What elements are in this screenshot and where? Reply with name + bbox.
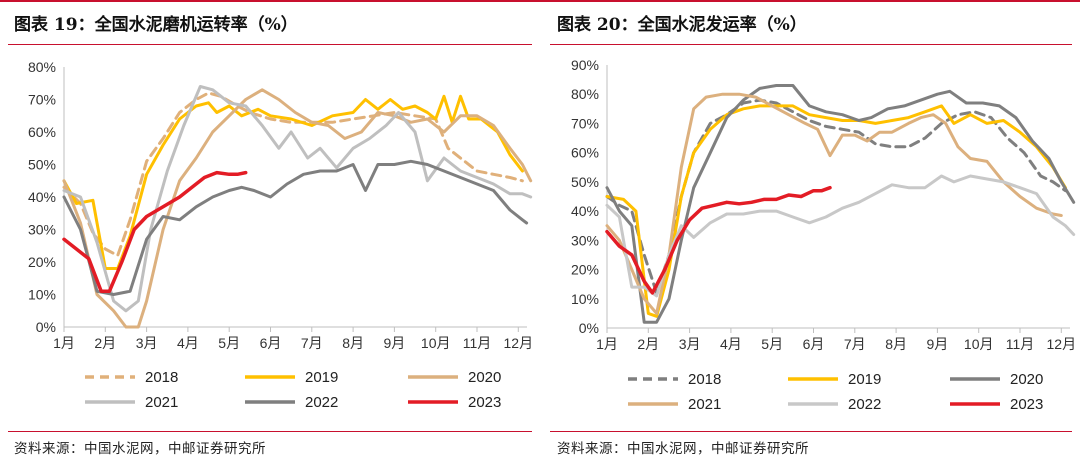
legend-label-2018: 2018 xyxy=(688,371,721,388)
legend-label-2022: 2022 xyxy=(305,394,338,411)
source-note-left: 资料来源：中国水泥网，中邮证券研究所 xyxy=(14,441,266,457)
x-tick-label: 3月 xyxy=(136,335,158,351)
x-tick-label: 11月 xyxy=(463,335,492,351)
legend-label-2020: 2020 xyxy=(468,369,501,386)
y-tick-label: 40% xyxy=(28,189,56,205)
source-note-right: 资料来源：中国水泥网，中邮证券研究所 xyxy=(557,441,809,457)
y-tick-label: 80% xyxy=(571,86,599,102)
x-tick-label: 6月 xyxy=(803,336,825,352)
y-tick-label: 70% xyxy=(571,115,599,131)
y-tick-label: 40% xyxy=(571,203,599,219)
x-tick-label: 10月 xyxy=(964,336,994,352)
y-tick-label: 60% xyxy=(571,145,599,161)
legend-label-2023: 2023 xyxy=(1010,396,1043,413)
series-line-2020 xyxy=(605,84,1076,324)
y-tick-label: 20% xyxy=(28,254,56,270)
y-tick-label: 60% xyxy=(28,124,56,140)
x-tick-label: 7月 xyxy=(844,336,866,352)
x-tick-label: 3月 xyxy=(679,336,701,352)
x-tick-label: 11月 xyxy=(1006,336,1035,352)
series-line-2021 xyxy=(605,92,1063,315)
x-tick-label: 1月 xyxy=(596,336,618,352)
y-tick-label: 0% xyxy=(579,320,599,336)
bottom-rule-right xyxy=(550,431,1072,432)
x-tick-label: 2月 xyxy=(637,336,659,352)
y-tick-label: 50% xyxy=(571,174,599,190)
legend-label-2019: 2019 xyxy=(848,371,881,388)
legend-label-2020: 2020 xyxy=(1010,371,1043,388)
y-tick-label: 70% xyxy=(28,92,56,108)
series-line-2018 xyxy=(62,91,524,257)
y-tick-label: 10% xyxy=(571,291,599,307)
legend-label-2019: 2019 xyxy=(305,369,338,386)
y-tick-label: 30% xyxy=(571,232,599,248)
x-tick-label: 2月 xyxy=(94,335,116,351)
series-line-2022 xyxy=(62,159,529,296)
series-line-2021 xyxy=(62,85,533,313)
x-tick-label: 10月 xyxy=(421,335,451,351)
series-line-2019 xyxy=(62,94,524,270)
bottom-rule-left xyxy=(8,431,532,432)
y-tick-label: 90% xyxy=(571,57,599,73)
x-tick-label: 8月 xyxy=(342,335,364,351)
x-tick-label: 9月 xyxy=(384,335,406,351)
x-tick-label: 6月 xyxy=(260,335,282,351)
title-rule-left xyxy=(8,44,532,45)
series-line-2023 xyxy=(605,185,832,295)
x-tick-label: 5月 xyxy=(761,336,783,352)
chart-mill-operating-rate: 0% 10% 20% 30% 40% 50% 60% 70% 80% 1月 2月 3月 4月 5月 6月 7月… xyxy=(28,59,534,411)
x-tick-label: 7月 xyxy=(301,335,323,351)
x-tick-label: 12月 xyxy=(504,335,534,351)
legend-label-2022: 2022 xyxy=(848,396,881,413)
legend-label-2021: 2021 xyxy=(145,394,178,411)
title-rule-right xyxy=(550,44,1072,45)
chart-title-mill-operating-rate: 图表 19：全国水泥磨机运转率（%） xyxy=(14,15,298,35)
x-tick-label: 5月 xyxy=(218,335,240,351)
x-tick-label: 4月 xyxy=(177,335,199,351)
y-tick-label: 80% xyxy=(28,59,56,75)
x-tick-label: 8月 xyxy=(885,336,907,352)
y-tick-label: 10% xyxy=(28,287,56,303)
series-line-2023 xyxy=(62,170,248,294)
chart-title-shipment-rate: 图表 20：全国水泥发运率（%） xyxy=(557,15,807,35)
x-tick-label: 9月 xyxy=(927,336,949,352)
legend-label-2021: 2021 xyxy=(688,396,721,413)
y-tick-label: 50% xyxy=(28,157,56,173)
y-tick-label: 0% xyxy=(36,319,56,335)
x-tick-label: 12月 xyxy=(1047,336,1077,352)
x-tick-label: 1月 xyxy=(53,335,75,351)
legend-label-2018: 2018 xyxy=(145,369,178,386)
legend-label-2023: 2023 xyxy=(468,394,501,411)
top-red-rule xyxy=(0,0,1080,2)
y-tick-label: 20% xyxy=(571,262,599,278)
y-tick-label: 30% xyxy=(28,222,56,238)
series-line-2022 xyxy=(605,174,1076,298)
series-line-2019 xyxy=(605,104,1067,318)
x-tick-label: 4月 xyxy=(720,336,742,352)
series-line-2020 xyxy=(62,88,533,329)
